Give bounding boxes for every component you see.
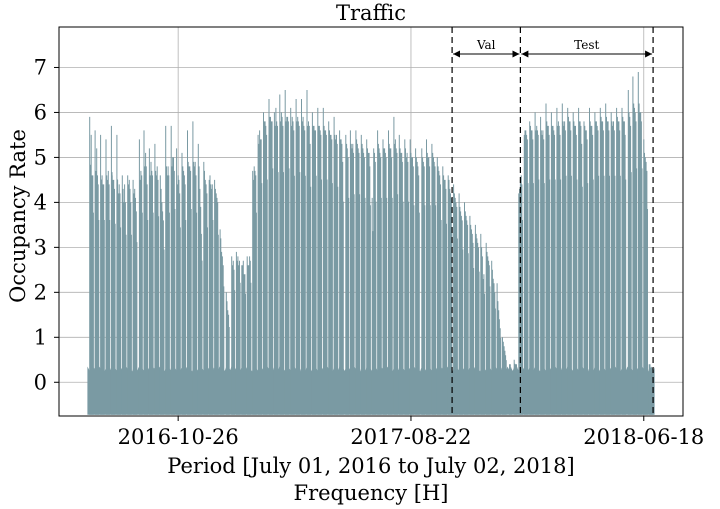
daily-peaks xyxy=(89,72,654,415)
x-axis-ticks: 2016-10-26 2017-08-22 2018-06-18 xyxy=(118,416,704,449)
split-label: Val xyxy=(476,38,496,52)
split-label: Test xyxy=(574,38,599,52)
chart-title: Traffic xyxy=(336,1,406,25)
y-tick-label: 7 xyxy=(34,55,47,79)
y-tick-label: 2 xyxy=(34,280,47,304)
x-axis-frequency-label: Frequency [H] xyxy=(294,481,449,505)
y-tick-label: 5 xyxy=(34,145,47,169)
split-markers: Val Test xyxy=(451,27,654,416)
y-tick-label: 4 xyxy=(34,190,47,214)
y-tick-label: 1 xyxy=(34,325,47,349)
y-tick-label: 6 xyxy=(34,100,47,124)
x-axis-label: Period [July 01, 2016 to July 02, 2018] xyxy=(167,454,574,478)
x-tick-label: 2017-08-22 xyxy=(350,425,471,449)
x-tick-label: 2018-06-18 xyxy=(583,425,704,449)
y-axis-ticks: 0 1 2 3 4 5 6 7 xyxy=(34,55,59,394)
plot-frame xyxy=(58,26,684,417)
y-axis-label: Occupancy Rate xyxy=(6,129,30,303)
y-tick-label: 0 xyxy=(34,370,47,394)
y-tick-label: 3 xyxy=(34,235,47,259)
x-tick-label: 2016-10-26 xyxy=(118,425,239,449)
occupancy-series xyxy=(87,72,655,415)
